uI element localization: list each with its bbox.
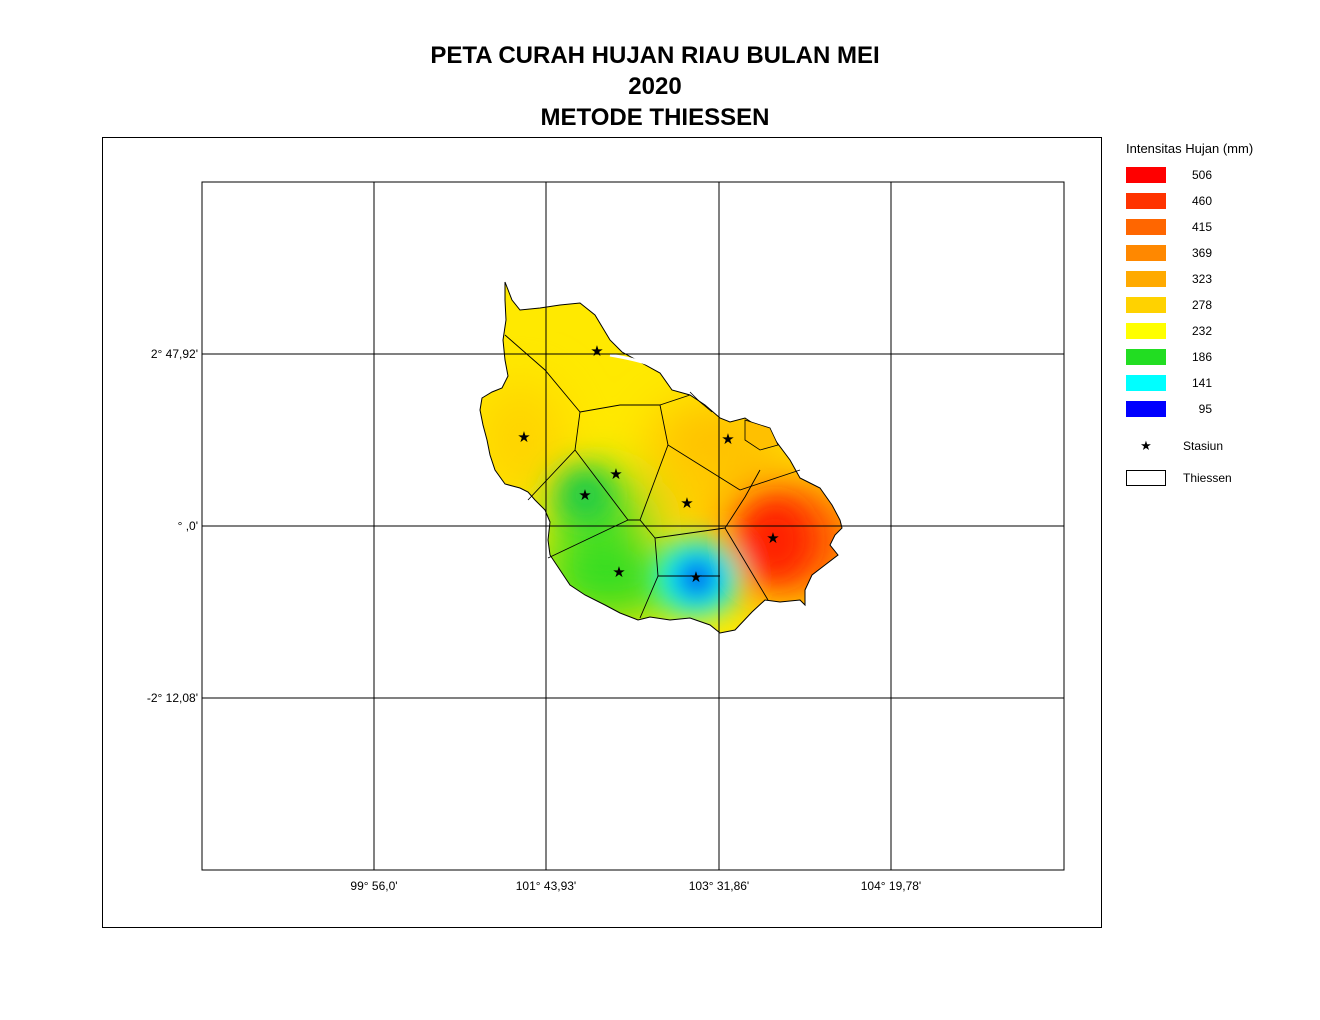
legend-class-row: 232 bbox=[1126, 318, 1316, 344]
legend-value: 278 bbox=[1191, 298, 1212, 312]
legend-value: 506 bbox=[1191, 168, 1212, 182]
river bbox=[609, 353, 661, 370]
lon-tick-label: 99° 56,0' bbox=[350, 879, 397, 893]
station-star-icon: ★ bbox=[721, 430, 734, 448]
legend-value: 186 bbox=[1191, 350, 1212, 364]
legend-value: 369 bbox=[1191, 246, 1212, 260]
lat-tick-label: ° ,0' bbox=[178, 519, 198, 533]
legend-swatch bbox=[1126, 193, 1166, 209]
legend-swatch bbox=[1126, 271, 1166, 287]
stations: ★ ★ ★ ★ ★ ★ ★ ★ ★ bbox=[517, 342, 779, 586]
station-star-icon: ★ bbox=[578, 486, 591, 504]
lon-tick-label: 103° 31,86' bbox=[689, 879, 749, 893]
legend-swatch bbox=[1126, 297, 1166, 313]
star-icon: ★ bbox=[1140, 438, 1152, 453]
legend-value: 141 bbox=[1191, 376, 1212, 390]
legend-class-row: 186 bbox=[1126, 344, 1316, 370]
province-outline bbox=[479, 281, 843, 634]
station-star-icon: ★ bbox=[680, 494, 693, 512]
station-star-icon: ★ bbox=[689, 568, 702, 586]
legend-swatch bbox=[1126, 323, 1166, 339]
legend-swatch bbox=[1126, 375, 1166, 391]
station-star-icon: ★ bbox=[766, 529, 779, 547]
legend-value: 232 bbox=[1191, 324, 1212, 338]
legend-value: 323 bbox=[1191, 272, 1212, 286]
lat-tick-label: 2° 47,92' bbox=[151, 347, 198, 361]
legend-value: 95 bbox=[1198, 402, 1212, 416]
title-line-2: 2020 bbox=[628, 73, 682, 100]
station-star-icon: ★ bbox=[590, 342, 603, 360]
legend-class-row: 415 bbox=[1126, 214, 1316, 240]
legend-class-row: 506 bbox=[1126, 162, 1316, 188]
legend-class-row: 278 bbox=[1126, 292, 1316, 318]
legend-class-row: 95 bbox=[1126, 396, 1316, 422]
legend: Intensitas Hujan (mm) 506 460 415 369 323 278… bbox=[1126, 141, 1316, 494]
island bbox=[744, 419, 779, 451]
legend-swatch bbox=[1126, 219, 1166, 235]
title-line-3: METODE THIESSEN bbox=[540, 104, 770, 131]
legend-value: 415 bbox=[1191, 220, 1212, 234]
lon-tick-label: 104° 19,78' bbox=[861, 879, 921, 893]
legend-class-row: 460 bbox=[1126, 188, 1316, 214]
title-line-1: PETA CURAH HUJAN RIAU BULAN MEI bbox=[430, 42, 880, 69]
legend-thiessen-label: Thiessen bbox=[1183, 471, 1232, 485]
legend-classes: 506 460 415 369 323 278 232 186 141 95 bbox=[1126, 162, 1316, 422]
station-star-icon: ★ bbox=[612, 563, 625, 581]
station-star-icon: ★ bbox=[609, 465, 622, 483]
rainfall-surface bbox=[480, 282, 842, 633]
legend-swatch bbox=[1126, 245, 1166, 261]
legend-swatch bbox=[1126, 167, 1166, 183]
thiessen-polygons bbox=[504, 334, 801, 619]
legend-swatch bbox=[1126, 349, 1166, 365]
legend-class-row: 369 bbox=[1126, 240, 1316, 266]
station-star-icon: ★ bbox=[517, 428, 530, 446]
legend-title: Intensitas Hujan (mm) bbox=[1126, 141, 1254, 156]
map-frame bbox=[102, 137, 1102, 928]
lon-tick-label: 101° 43,93' bbox=[516, 879, 576, 893]
coast-detail bbox=[689, 391, 713, 413]
legend-station: ★ Stasiun bbox=[1126, 430, 1316, 462]
legend-class-row: 141 bbox=[1126, 370, 1316, 396]
legend-class-row: 323 bbox=[1126, 266, 1316, 292]
graticule bbox=[202, 182, 1064, 870]
thiessen-swatch bbox=[1126, 470, 1166, 486]
lat-tick-label: -2° 12,08' bbox=[147, 691, 198, 705]
legend-thiessen: Thiessen bbox=[1126, 462, 1316, 494]
legend-station-label: Stasiun bbox=[1183, 439, 1224, 453]
map-title: PETA CURAH HUJAN RIAU BULAN MEI 2020 MET… bbox=[250, 40, 1060, 133]
legend-value: 460 bbox=[1191, 194, 1212, 208]
legend-swatch bbox=[1126, 401, 1166, 417]
